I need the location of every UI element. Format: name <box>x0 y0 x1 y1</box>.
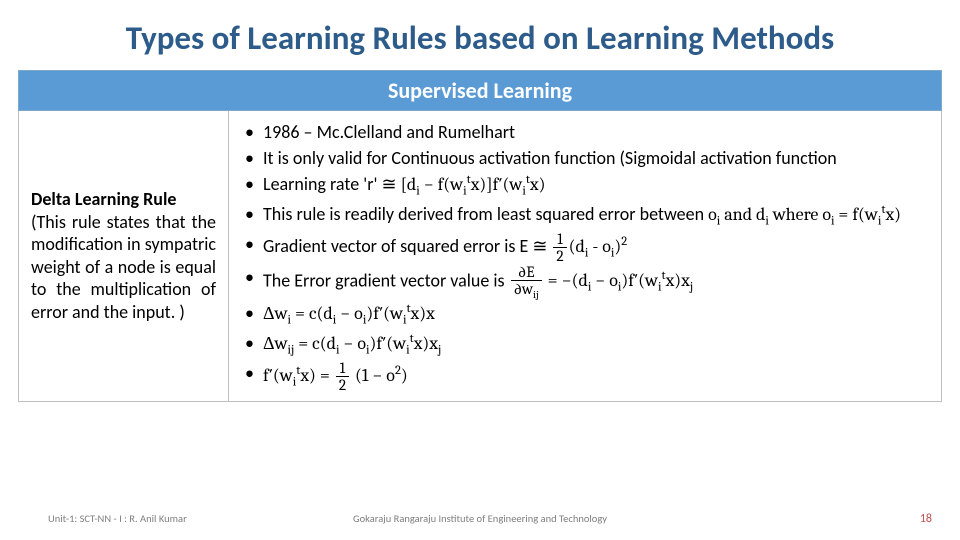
math-formula: Δwij = c(di − oi)f′(witx)xj <box>263 333 441 354</box>
math-formula: ≅ [di − f(witx)]f′(witx) <box>382 174 546 195</box>
list-item: It is only valid for Continuous activati… <box>243 145 931 171</box>
math-formula: f′(witx) = 12 (1 − o2) <box>263 365 408 386</box>
page-title: Types of Learning Rules based on Learnin… <box>0 0 960 70</box>
table-header-row: Supervised Learning <box>19 71 942 111</box>
list-item: This rule is readily derived from least … <box>243 201 931 231</box>
bullet-text: Learning rate 'r' <box>263 173 382 195</box>
bullet-list: 1986 – Mc.Clelland and Rumelhart It is o… <box>239 119 931 393</box>
list-item: Learning rate 'r' ≅ [di − f(witx)]f′(wit… <box>243 171 931 201</box>
math-formula: ∂E∂wij = −(di − oi)f′(witx)xj <box>509 270 693 291</box>
page-number: 18 <box>920 512 932 526</box>
footer-center: Gokaraju Rangaraju Institute of Engineer… <box>353 512 607 525</box>
math-formula: ≅ 12(di - oi)2 <box>532 236 627 257</box>
content-table: Supervised Learning Delta Learning Rule … <box>18 70 942 402</box>
rule-name: Delta Learning Rule <box>31 189 216 211</box>
rule-details-cell: 1986 – Mc.Clelland and Rumelhart It is o… <box>229 111 942 402</box>
bullet-text: This rule is readily derived from least … <box>263 203 708 225</box>
math-formula: Δwi = c(di − oi)f′(witx)x <box>263 303 435 324</box>
rule-description: (This rule states that the modification … <box>31 211 216 324</box>
bullet-text: The Error gradient vector value is <box>263 269 509 291</box>
content-table-wrap: Supervised Learning Delta Learning Rule … <box>0 70 960 402</box>
list-item: 1986 – Mc.Clelland and Rumelhart <box>243 119 931 145</box>
list-item: f′(witx) = 12 (1 − o2) <box>243 360 931 393</box>
list-item: The Error gradient vector value is ∂E∂wi… <box>243 264 931 300</box>
list-item: Δwij = c(di − oi)f′(witx)xj <box>243 330 931 360</box>
footer: Unit-1: SCT-NN - I : R. Anil Kumar Gokar… <box>0 512 960 526</box>
list-item: Gradient vector of squared error is E ≅ … <box>243 231 931 264</box>
table-row: Delta Learning Rule (This rule states th… <box>19 111 942 402</box>
rule-name-cell: Delta Learning Rule (This rule states th… <box>19 111 229 402</box>
math-formula: oi and di where oi = f(witx) <box>708 204 901 225</box>
footer-left: Unit-1: SCT-NN - I : R. Anil Kumar <box>48 512 187 526</box>
table-header-cell: Supervised Learning <box>19 71 942 111</box>
list-item: Δwi = c(di − oi)f′(witx)x <box>243 300 931 330</box>
bullet-text: Gradient vector of squared error is E <box>263 235 528 257</box>
